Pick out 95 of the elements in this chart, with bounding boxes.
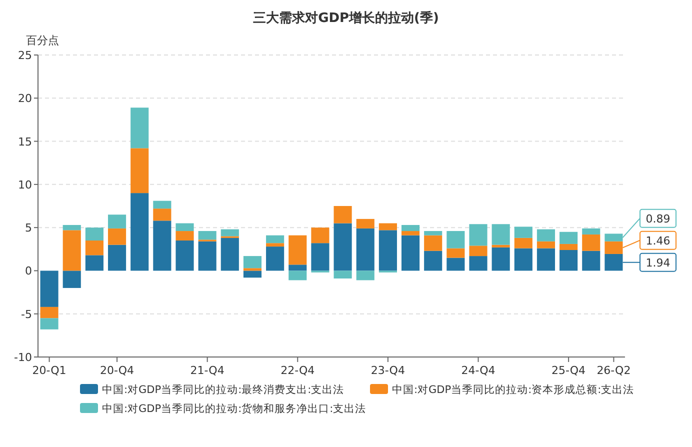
x-tick-label: 21-Q4	[190, 364, 224, 377]
x-tick-label: 23-Q4	[370, 364, 405, 377]
bar	[108, 244, 126, 271]
bar	[582, 228, 600, 234]
bar	[334, 206, 352, 224]
bar	[356, 228, 374, 271]
y-tick-label: -10	[14, 351, 32, 364]
bar	[311, 228, 330, 244]
bar	[446, 231, 465, 248]
bar	[40, 306, 58, 318]
bar	[176, 240, 194, 271]
bar	[130, 108, 149, 148]
bar	[108, 214, 126, 228]
bar	[311, 243, 330, 271]
y-tick-label: 15	[18, 135, 32, 148]
data-label: 1.94	[646, 256, 670, 270]
bar	[85, 255, 104, 271]
bar	[536, 241, 556, 248]
bar	[469, 224, 488, 246]
bar	[582, 250, 600, 271]
bar	[243, 270, 262, 278]
y-tick-label: -5	[21, 308, 32, 321]
bar	[514, 226, 532, 238]
chart-title: 三大需求对GDP增长的拉动(季)	[253, 10, 439, 26]
bar	[469, 246, 488, 256]
bar	[536, 229, 556, 242]
bar	[401, 231, 420, 236]
bar	[492, 224, 510, 245]
x-tick-label: 25-Q4	[552, 364, 586, 377]
bar	[424, 231, 442, 236]
bar	[62, 224, 81, 230]
bar	[85, 240, 104, 256]
bar	[40, 318, 58, 330]
bar	[108, 228, 126, 245]
data-label: 0.89	[646, 212, 670, 226]
y-tick-label: 10	[18, 178, 32, 192]
bar	[266, 235, 284, 244]
bar	[514, 238, 532, 248]
bar	[288, 235, 307, 265]
legend-label: 中国:对GDP当季同比的拉动:资本形成总额:支出法	[392, 383, 634, 396]
y-tick-label: 0	[25, 264, 32, 278]
bar	[153, 200, 172, 209]
bar	[582, 234, 600, 251]
bar	[62, 270, 81, 288]
bar	[266, 246, 284, 271]
bar	[492, 244, 510, 248]
bar	[288, 270, 307, 280]
bar	[424, 250, 442, 271]
bar	[198, 231, 216, 240]
bar	[130, 193, 149, 271]
bar	[243, 268, 262, 271]
x-tick-label: 24-Q4	[461, 364, 496, 377]
y-axis-title: 百分点	[26, 34, 59, 47]
bar	[378, 230, 397, 271]
bar	[401, 235, 420, 271]
x-tick-label: 26-Q2	[596, 364, 631, 377]
bar	[334, 223, 352, 271]
bar	[243, 256, 262, 268]
bar	[62, 230, 81, 271]
legend-label: 中国:对GDP当季同比的拉动:最终消费支出:支出法	[102, 383, 344, 396]
bar	[288, 264, 307, 271]
bar	[334, 270, 352, 278]
bar	[469, 256, 488, 271]
bar	[198, 241, 216, 271]
legend-label: 中国:对GDP当季同比的拉动:货物和服务净出口:支出法	[102, 402, 366, 415]
bar	[536, 248, 556, 271]
bar	[446, 248, 465, 258]
bar	[176, 231, 194, 241]
bar	[85, 228, 104, 241]
bar	[130, 148, 149, 194]
bar	[560, 250, 578, 271]
x-tick-label: 20-Q1	[32, 364, 66, 377]
y-tick-label: 5	[25, 222, 32, 235]
bar	[378, 223, 397, 230]
x-tick-label: 22-Q4	[280, 364, 315, 377]
bar	[514, 248, 532, 271]
bar	[153, 220, 172, 271]
bar	[176, 223, 194, 232]
bar	[356, 270, 374, 280]
bar	[560, 232, 578, 244]
bar	[220, 238, 239, 271]
bar	[492, 247, 510, 271]
bar	[424, 235, 442, 251]
x-tick-label: 20-Q4	[100, 364, 134, 377]
y-tick-label: 25	[18, 49, 32, 62]
bar	[220, 229, 239, 236]
bar	[153, 208, 172, 221]
y-tick-label: 20	[18, 92, 32, 106]
bar	[560, 244, 578, 250]
bar	[401, 224, 420, 232]
bar	[356, 218, 374, 228]
bar	[40, 270, 58, 307]
bar	[266, 243, 284, 247]
data-label: 1.46	[646, 234, 670, 248]
bar	[446, 258, 465, 271]
